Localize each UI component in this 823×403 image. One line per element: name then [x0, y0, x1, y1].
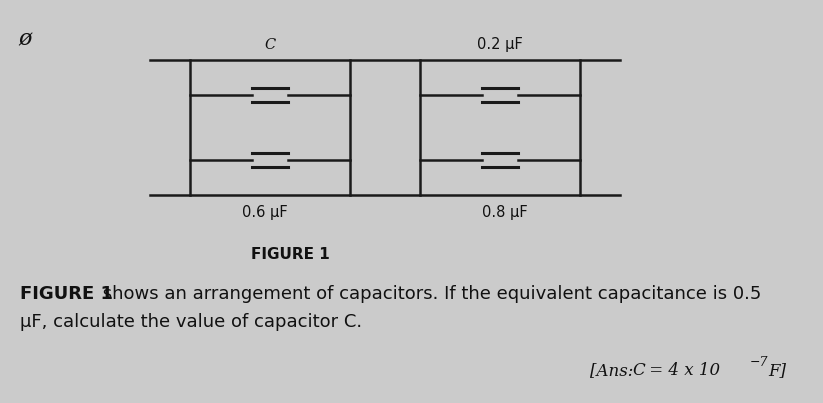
Text: 0.8 μF: 0.8 μF — [482, 205, 528, 220]
Text: μF, calculate the value of capacitor C.: μF, calculate the value of capacitor C. — [20, 313, 362, 331]
Text: C: C — [632, 362, 644, 379]
Text: −7: −7 — [750, 356, 769, 369]
Text: [Ans:: [Ans: — [590, 362, 639, 379]
Text: FIGURE 1: FIGURE 1 — [251, 247, 329, 262]
Text: ø: ø — [18, 28, 31, 50]
Text: shows an arrangement of capacitors. If the equivalent capacitance is 0.5: shows an arrangement of capacitors. If t… — [97, 285, 761, 303]
Text: 0.2 μF: 0.2 μF — [477, 37, 523, 52]
Text: FIGURE 1: FIGURE 1 — [20, 285, 113, 303]
Text: 0.6 μF: 0.6 μF — [242, 205, 288, 220]
Text: = 4 x 10: = 4 x 10 — [644, 362, 720, 379]
Text: F]: F] — [768, 362, 786, 379]
Text: C: C — [264, 38, 276, 52]
